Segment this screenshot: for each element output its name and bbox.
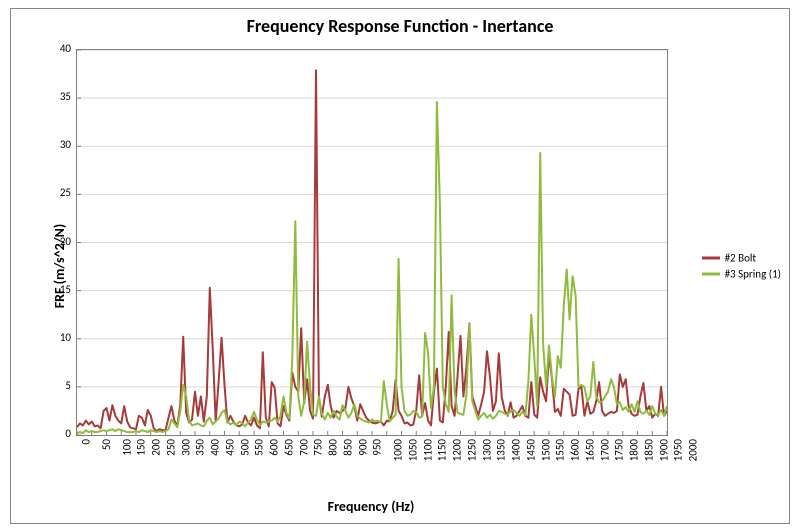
x-tick-label: 1600 (568, 439, 581, 461)
legend-item-bolt: #2 Bolt (702, 252, 781, 265)
x-tick-label: 200 (150, 439, 163, 456)
x-tick-label: 250 (164, 439, 177, 456)
x-tick-label: 1900 (657, 439, 670, 461)
x-tick-label: 1650 (583, 439, 596, 461)
y-tick-label: 5 (21, 379, 71, 392)
x-tick-label: 450 (223, 439, 236, 456)
x-tick-label: 1400 (509, 439, 522, 461)
x-tick-label: 900 (356, 439, 369, 456)
x-tick-label: 1050 (406, 439, 419, 461)
x-tick-label: 1250 (465, 439, 478, 461)
x-tick-label: 1300 (480, 439, 493, 461)
x-tick-label: 1000 (391, 439, 404, 461)
x-tick-label: 700 (297, 439, 310, 456)
legend-swatch-bolt (702, 257, 720, 260)
x-tick-label: 500 (238, 439, 251, 456)
x-tick-label: 1850 (642, 439, 655, 461)
x-tick-label: 550 (253, 439, 266, 456)
legend-item-spring: #3 Spring (1) (702, 268, 781, 281)
legend: #2 Bolt #3 Spring (1) (702, 249, 781, 284)
x-tick-label: 0 (80, 439, 93, 445)
x-tick-label: 1350 (495, 439, 508, 461)
y-tick-label: 20 (21, 235, 71, 248)
chart-title: Frequency Response Function - Inertance (11, 15, 789, 37)
x-tick-label: 1700 (598, 439, 611, 461)
x-tick-label: 1200 (450, 439, 463, 461)
x-tick-label: 150 (135, 439, 148, 456)
x-tick-label: 1950 (672, 439, 685, 461)
y-tick-label: 15 (21, 283, 71, 296)
x-tick-label: 400 (209, 439, 222, 456)
x-tick-label: 1500 (539, 439, 552, 461)
x-tick-label: 750 (312, 439, 325, 456)
x-tick-label: 1100 (421, 439, 434, 461)
x-tick-label: 1750 (613, 439, 626, 461)
x-axis-label: Frequency (Hz) (76, 498, 666, 515)
x-tick-label: 950 (371, 439, 384, 456)
x-tick-label: 1550 (554, 439, 567, 461)
chart-container: Frequency Response Function - Inertance … (10, 8, 790, 524)
y-tick-label: 0 (21, 427, 71, 440)
y-tick-label: 25 (21, 186, 71, 199)
x-tick-label: 50 (100, 439, 113, 450)
y-tick-label: 40 (21, 42, 71, 55)
x-tick-label: 1450 (524, 439, 537, 461)
x-tick-label: 1800 (627, 439, 640, 461)
x-tick-label: 1150 (436, 439, 449, 461)
plot-area (76, 49, 668, 436)
x-tick-label: 800 (327, 439, 340, 456)
y-tick-label: 30 (21, 138, 71, 151)
legend-label-spring: #3 Spring (1) (725, 268, 781, 281)
y-tick-label: 10 (21, 331, 71, 344)
x-tick-label: 650 (282, 439, 295, 456)
legend-swatch-spring (702, 273, 720, 276)
y-tick-label: 35 (21, 90, 71, 103)
x-tick-label: 300 (179, 439, 192, 456)
legend-label-bolt: #2 Bolt (725, 252, 757, 265)
x-tick-label: 850 (341, 439, 354, 456)
x-tick-label: 100 (120, 439, 133, 456)
x-tick-label: 350 (194, 439, 207, 456)
x-tick-label: 600 (268, 439, 281, 456)
x-tick-label: 2000 (686, 439, 699, 461)
